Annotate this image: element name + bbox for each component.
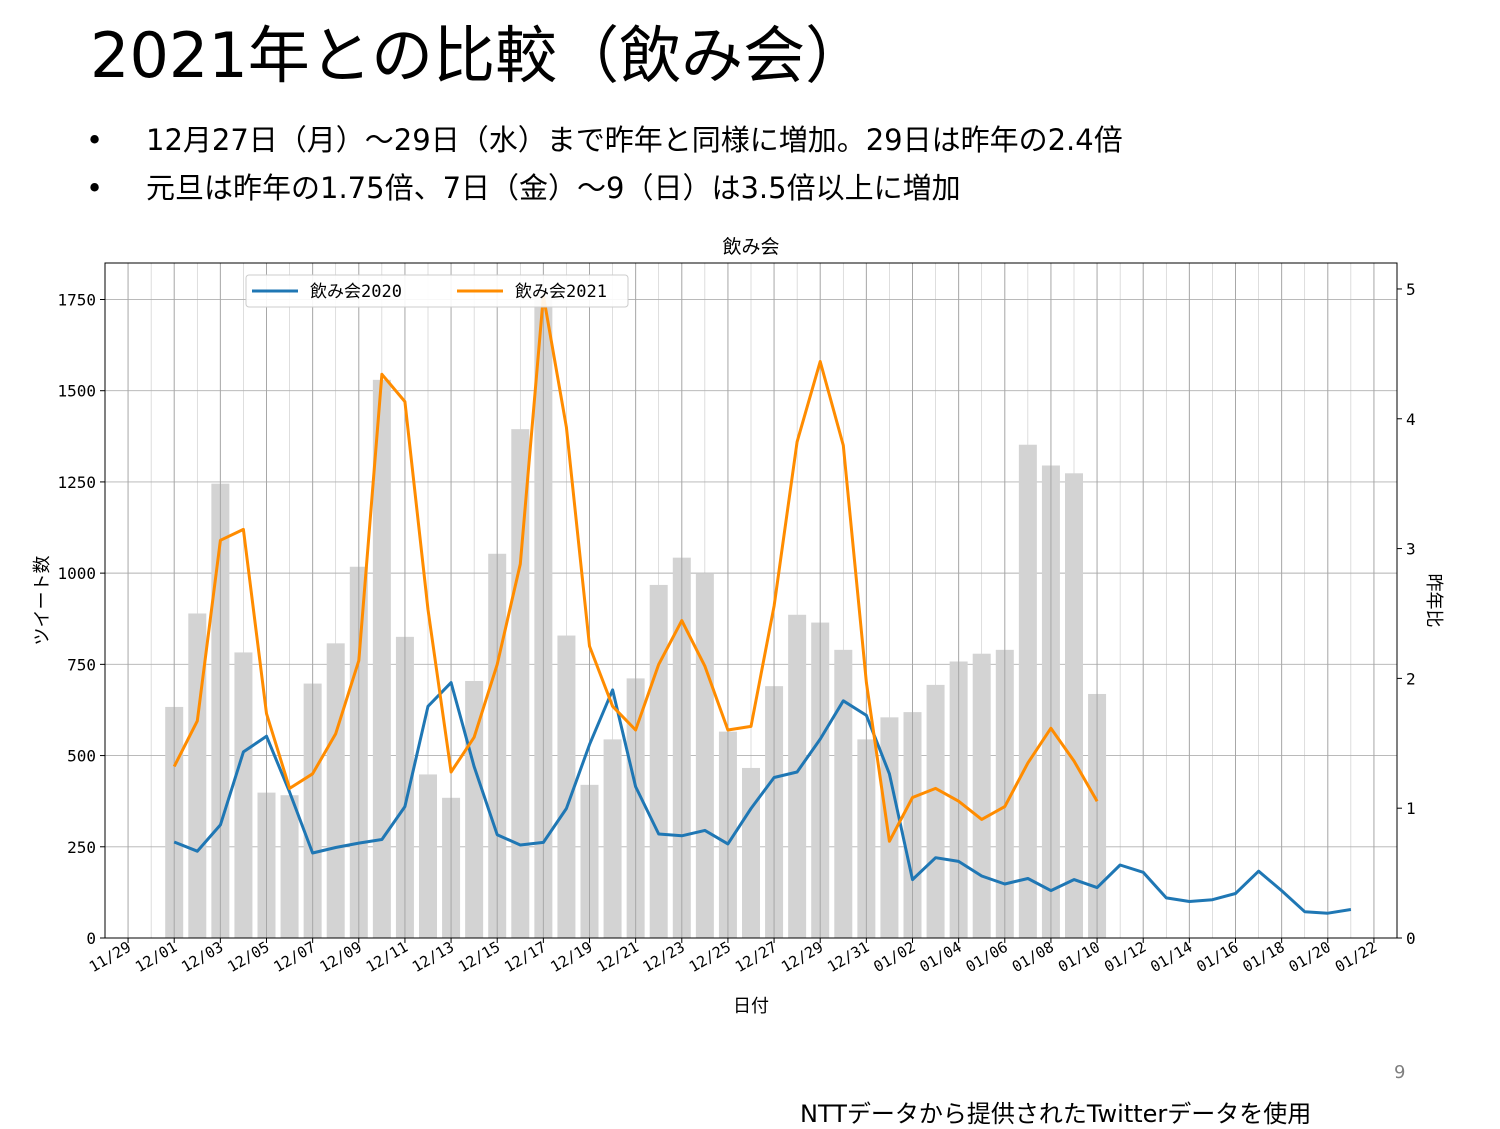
bullet-dot: • xyxy=(86,123,104,157)
page-number: 9 xyxy=(1394,1062,1406,1083)
ratio-bar xyxy=(742,767,760,938)
y2-tick-label: 1 xyxy=(1406,799,1416,818)
x-tick-label: 12/07 xyxy=(271,938,319,976)
y2-tick-label: 5 xyxy=(1406,280,1416,299)
legend-label-1: 飲み会2021 xyxy=(515,282,607,302)
bullet-text: 12月27日（月）～29日（水）まで昨年と同様に増加。29日は昨年の2.4倍 xyxy=(146,123,1123,157)
ratio-bar xyxy=(419,774,437,938)
bullet-text: 元旦は昨年の1.75倍、7日（金）～9（日）は3.5倍以上に増加 xyxy=(146,171,961,205)
x-tick-label: 12/15 xyxy=(455,938,503,976)
x-tick-label: 12/05 xyxy=(224,938,272,976)
x-tick-label: 12/21 xyxy=(594,938,642,976)
ratio-bar xyxy=(511,429,530,938)
y-tick-label: 250 xyxy=(67,838,96,857)
ratio-bar xyxy=(234,652,253,938)
x-tick-label: 12/11 xyxy=(363,938,411,976)
series-line-1 xyxy=(172,294,1099,843)
x-tick-label: 12/13 xyxy=(409,938,457,976)
slide-title: 2021年との比較（飲み会） xyxy=(90,19,868,92)
ratio-bar xyxy=(326,643,345,938)
x-tick-label: 12/17 xyxy=(501,938,549,976)
data-credit: NTTデータから提供されたTwitterデータを使用 xyxy=(800,1100,1312,1128)
x-tick-label: 01/02 xyxy=(870,938,918,976)
ratio-bar xyxy=(788,614,807,938)
ratio-bar xyxy=(557,635,576,938)
y-tick-label: 1750 xyxy=(57,290,96,309)
x-tick-label: 01/22 xyxy=(1332,938,1380,976)
x-tick-label: 01/20 xyxy=(1286,938,1334,976)
ratio-bar xyxy=(926,684,945,938)
ratio-bar xyxy=(1018,444,1037,938)
bullet-item: • 元旦は昨年の1.75倍、7日（金）～9（日）は3.5倍以上に増加 xyxy=(86,164,1123,212)
x-tick-label: 01/16 xyxy=(1193,938,1241,976)
x-tick-label: 01/18 xyxy=(1240,938,1288,976)
chart: 0250500750100012501500175001234511/2912/… xyxy=(32,236,1444,1017)
y-axis-label: ツイート数 xyxy=(32,556,53,646)
bullet-item: • 12月27日（月）～29日（水）まで昨年と同様に増加。29日は昨年の2.4倍 xyxy=(86,116,1123,164)
y2-tick-label: 0 xyxy=(1406,929,1416,948)
x-tick-label: 12/19 xyxy=(547,938,595,976)
x-tick-label: 01/08 xyxy=(1009,938,1057,976)
y-tick-label: 1250 xyxy=(57,473,96,492)
x-tick-label: 01/14 xyxy=(1147,938,1195,976)
x-tick-label: 12/03 xyxy=(178,938,226,976)
x-axis-label: 日付 xyxy=(733,996,769,1017)
y-tick-label: 1500 xyxy=(57,382,96,401)
x-tick-label: 12/31 xyxy=(824,938,872,976)
x-tick-label: 12/29 xyxy=(778,938,826,976)
chart-title: 飲み会 xyxy=(722,236,779,258)
x-tick-label: 12/01 xyxy=(132,938,180,976)
legend-box xyxy=(245,274,629,308)
x-tick-label: 01/12 xyxy=(1101,938,1149,976)
bullet-list: • 12月27日（月）～29日（水）まで昨年と同様に増加。29日は昨年の2.4倍… xyxy=(86,116,1123,212)
y2-axis-label: 昨年比 xyxy=(1423,574,1444,628)
ratio-bar xyxy=(372,379,391,939)
y2-tick-label: 3 xyxy=(1406,540,1416,559)
y-tick-label: 500 xyxy=(67,747,96,766)
x-tick-label: 12/09 xyxy=(317,938,365,976)
ratio-bar xyxy=(834,649,853,938)
x-tick-label: 12/23 xyxy=(640,938,688,976)
x-tick-label: 12/25 xyxy=(686,938,734,976)
y2-tick-label: 4 xyxy=(1406,410,1416,429)
x-tick-label: 01/06 xyxy=(963,938,1011,976)
ratio-bar xyxy=(972,653,991,938)
y-tick-label: 0 xyxy=(86,929,96,948)
x-tick-label: 01/04 xyxy=(917,938,965,976)
ratio-bar xyxy=(695,573,714,938)
y-tick-label: 750 xyxy=(67,655,96,674)
ratio-bar xyxy=(880,717,899,938)
y-tick-label: 1000 xyxy=(57,564,96,583)
x-tick-label: 12/27 xyxy=(732,938,780,976)
legend-label-0: 飲み会2020 xyxy=(310,282,402,302)
series-line-0 xyxy=(173,681,1352,915)
ratio-bar xyxy=(649,584,668,938)
ratio-bar xyxy=(280,795,299,938)
plot-frame xyxy=(104,262,1398,939)
ratio-bar xyxy=(1065,473,1083,938)
x-tick-label: 01/10 xyxy=(1055,938,1103,976)
bullet-dot: • xyxy=(86,171,104,205)
y2-tick-label: 2 xyxy=(1406,669,1416,688)
ratio-bar xyxy=(603,739,622,938)
